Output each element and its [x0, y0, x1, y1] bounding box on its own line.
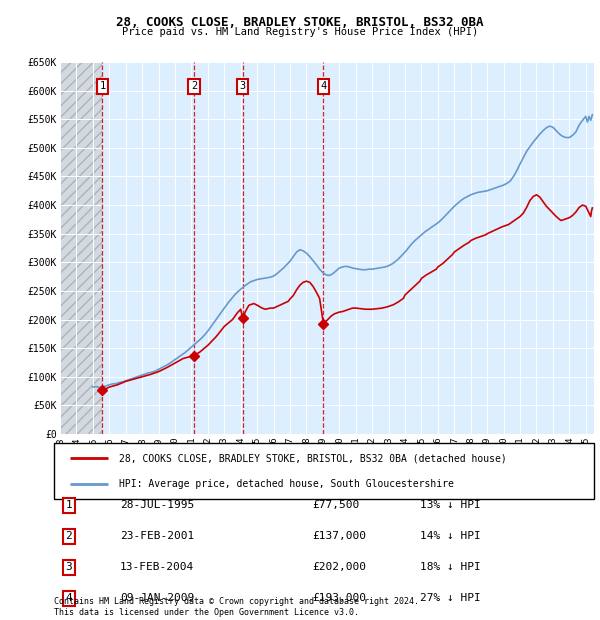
Text: 14% ↓ HPI: 14% ↓ HPI — [420, 531, 481, 541]
Text: Contains HM Land Registry data © Crown copyright and database right 2024.
This d: Contains HM Land Registry data © Crown c… — [54, 598, 419, 617]
Text: 13% ↓ HPI: 13% ↓ HPI — [420, 500, 481, 510]
Text: £193,000: £193,000 — [312, 593, 366, 603]
Text: 3: 3 — [65, 562, 73, 572]
Text: 28-JUL-1995: 28-JUL-1995 — [120, 500, 194, 510]
Text: 3: 3 — [239, 81, 246, 91]
Text: 09-JAN-2009: 09-JAN-2009 — [120, 593, 194, 603]
Text: Price paid vs. HM Land Registry's House Price Index (HPI): Price paid vs. HM Land Registry's House … — [122, 27, 478, 37]
Text: 2: 2 — [191, 81, 197, 91]
Text: 4: 4 — [320, 81, 326, 91]
Text: £77,500: £77,500 — [312, 500, 359, 510]
Text: £137,000: £137,000 — [312, 531, 366, 541]
Text: 1: 1 — [65, 500, 73, 510]
Text: 28, COOKS CLOSE, BRADLEY STOKE, BRISTOL, BS32 0BA (detached house): 28, COOKS CLOSE, BRADLEY STOKE, BRISTOL,… — [119, 453, 506, 463]
Text: 1: 1 — [99, 81, 106, 91]
Text: 18% ↓ HPI: 18% ↓ HPI — [420, 562, 481, 572]
Text: 28, COOKS CLOSE, BRADLEY STOKE, BRISTOL, BS32 0BA: 28, COOKS CLOSE, BRADLEY STOKE, BRISTOL,… — [116, 16, 484, 29]
Text: 4: 4 — [65, 593, 73, 603]
Text: £202,000: £202,000 — [312, 562, 366, 572]
Text: 23-FEB-2001: 23-FEB-2001 — [120, 531, 194, 541]
Bar — [60, 62, 103, 434]
FancyBboxPatch shape — [54, 443, 594, 499]
Text: 27% ↓ HPI: 27% ↓ HPI — [420, 593, 481, 603]
Text: 13-FEB-2004: 13-FEB-2004 — [120, 562, 194, 572]
Text: HPI: Average price, detached house, South Gloucestershire: HPI: Average price, detached house, Sout… — [119, 479, 454, 489]
Text: 2: 2 — [65, 531, 73, 541]
